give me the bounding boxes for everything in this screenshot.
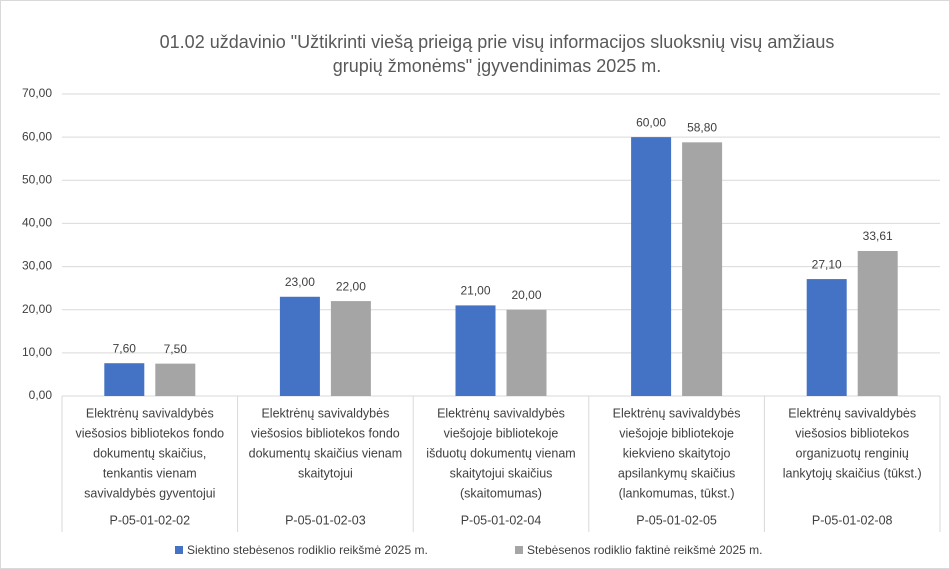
y-tick-label: 70,00: [22, 86, 52, 100]
x-tick-label: dokumentų skaičius,: [93, 446, 206, 460]
data-label: 20,00: [511, 288, 541, 302]
x-tick-label: dokumentų skaičius vienam: [249, 446, 403, 460]
x-tick-label: skaitytojui: [298, 466, 353, 480]
data-label: 7,60: [113, 341, 137, 355]
x-tick-label: Elektrėnų savivaldybės: [437, 406, 565, 420]
data-label: 21,00: [460, 284, 490, 298]
y-tick-label: 20,00: [22, 302, 52, 316]
bar: [155, 363, 196, 396]
bar: [506, 309, 547, 396]
bar: [631, 137, 672, 396]
legend-label: Siektino stebėsenos rodiklio reikšmė 202…: [187, 543, 428, 557]
y-tick-label: 0,00: [29, 388, 53, 402]
x-tick-label: viešosios bibliotekos fondo: [251, 426, 400, 440]
x-tick-label: Elektrėnų savivaldybės: [86, 406, 214, 420]
data-label: 7,50: [164, 342, 188, 356]
x-tick-label: viešosios bibliotekos: [795, 426, 909, 440]
bar: [806, 279, 847, 396]
x-group-label: P-05-01-02-04: [461, 513, 542, 527]
bar: [682, 142, 723, 396]
y-tick-label: 40,00: [22, 216, 52, 230]
chart-title: 01.02 uždavinio "Užtikrinti viešą prieig…: [160, 32, 835, 52]
x-group-label: P-05-01-02-05: [636, 513, 717, 527]
y-tick-label: 60,00: [22, 129, 52, 143]
legend-swatch: [515, 546, 523, 554]
x-tick-label: viešosios bibliotekos fondo: [75, 426, 224, 440]
data-label: 23,00: [285, 275, 315, 289]
bar: [279, 296, 320, 396]
x-tick-label: kiekvieno skaitytojo: [623, 446, 731, 460]
x-tick-label: Elektrėnų savivaldybės: [613, 406, 741, 420]
bar: [104, 363, 145, 396]
legend-label: Stebėsenos rodiklio faktinė reikšmė 2025…: [527, 543, 762, 557]
x-tick-label: tenkantis vienam: [103, 466, 197, 480]
data-label: 58,80: [687, 120, 717, 134]
data-label: 33,61: [863, 229, 893, 243]
data-label: 27,10: [812, 257, 842, 271]
x-tick-label: Elektrėnų savivaldybės: [788, 406, 916, 420]
y-tick-label: 50,00: [22, 172, 52, 186]
y-tick-label: 30,00: [22, 259, 52, 273]
data-label: 60,00: [636, 115, 666, 129]
x-group-label: P-05-01-02-02: [109, 513, 190, 527]
data-label: 22,00: [336, 279, 366, 293]
x-tick-label: savivaldybės gyventojui: [84, 486, 215, 500]
chart-title: grupių žmonėms" įgyvendinimas 2025 m.: [333, 56, 662, 76]
bar: [857, 250, 898, 396]
x-tick-label: Elektrėnų savivaldybės: [261, 406, 389, 420]
x-tick-label: viešojoje bibliotekoje: [444, 426, 559, 440]
bar: [455, 305, 496, 396]
x-tick-label: organizuotų renginių: [796, 446, 909, 460]
legend-swatch: [175, 546, 183, 554]
x-tick-label: skaitytojui skaičius: [450, 466, 553, 480]
x-group-label: P-05-01-02-03: [285, 513, 366, 527]
x-tick-label: lankytojų skaičius (tūkst.): [783, 466, 922, 480]
x-tick-label: (lankomumas, tūkst.): [619, 486, 735, 500]
x-tick-label: išduotų dokumentų vienam: [426, 446, 575, 460]
bar: [330, 301, 371, 396]
x-tick-label: apsilankymų skaičius: [618, 466, 735, 480]
x-tick-label: viešojoje bibliotekoje: [619, 426, 734, 440]
x-group-label: P-05-01-02-08: [812, 513, 893, 527]
y-tick-label: 10,00: [22, 345, 52, 359]
x-tick-label: (skaitomumas): [460, 486, 542, 500]
